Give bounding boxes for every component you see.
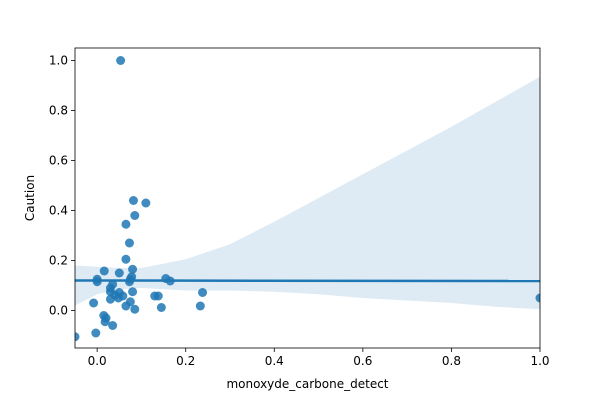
plot-frame: [74, 47, 541, 349]
data-point: [130, 304, 140, 314]
y-tick-label: 1.0: [49, 54, 68, 68]
x-axis-label: monoxyde_carbone_detect: [226, 377, 388, 391]
data-point: [141, 198, 151, 208]
x-tick-label: 1.0: [530, 354, 549, 368]
y-tick-label: 0.6: [49, 154, 68, 168]
data-point: [75, 332, 80, 342]
data-point: [124, 238, 134, 248]
y-tick-label: 0.8: [49, 104, 68, 118]
data-point: [535, 293, 540, 303]
data-point: [114, 268, 124, 278]
x-tick-label: 0.6: [353, 354, 372, 368]
data-point: [89, 298, 99, 308]
x-tick-label: 0.2: [176, 354, 195, 368]
data-point: [105, 294, 115, 304]
x-tick-label: 0.8: [442, 354, 461, 368]
confidence-band-layer: [75, 76, 540, 310]
data-point: [128, 264, 138, 274]
data-point: [99, 266, 109, 276]
regression-line-layer: [74, 279, 541, 283]
data-point: [198, 288, 208, 297]
data-point: [91, 328, 101, 338]
data-point: [121, 301, 131, 311]
y-tick-label: 0.2: [49, 254, 68, 268]
data-point: [128, 287, 138, 297]
y-tick-label: 0.0: [49, 304, 68, 318]
data-point: [130, 211, 140, 220]
confidence-band: [75, 76, 540, 310]
regression-line: [74, 279, 541, 283]
data-point: [153, 291, 163, 301]
x-axis-ticks: 0.0 0.2 0.4 0.6 0.8 1.0: [88, 348, 550, 368]
y-tick-label: 0.4: [49, 204, 68, 218]
y-axis-label: Caution: [23, 175, 37, 221]
data-point: [100, 317, 110, 327]
data-point: [156, 303, 166, 312]
data-point: [195, 301, 205, 311]
data-point: [121, 254, 131, 264]
y-axis-ticks: 0.0 0.2 0.4 0.6 0.8 1.0: [49, 54, 75, 318]
x-tick-label: 0.4: [265, 354, 284, 368]
x-tick-label: 0.0: [88, 354, 107, 368]
data-point: [121, 219, 131, 229]
data-point: [113, 293, 123, 303]
data-point: [108, 321, 118, 330]
data-point: [116, 56, 126, 65]
data-point: [128, 196, 138, 205]
